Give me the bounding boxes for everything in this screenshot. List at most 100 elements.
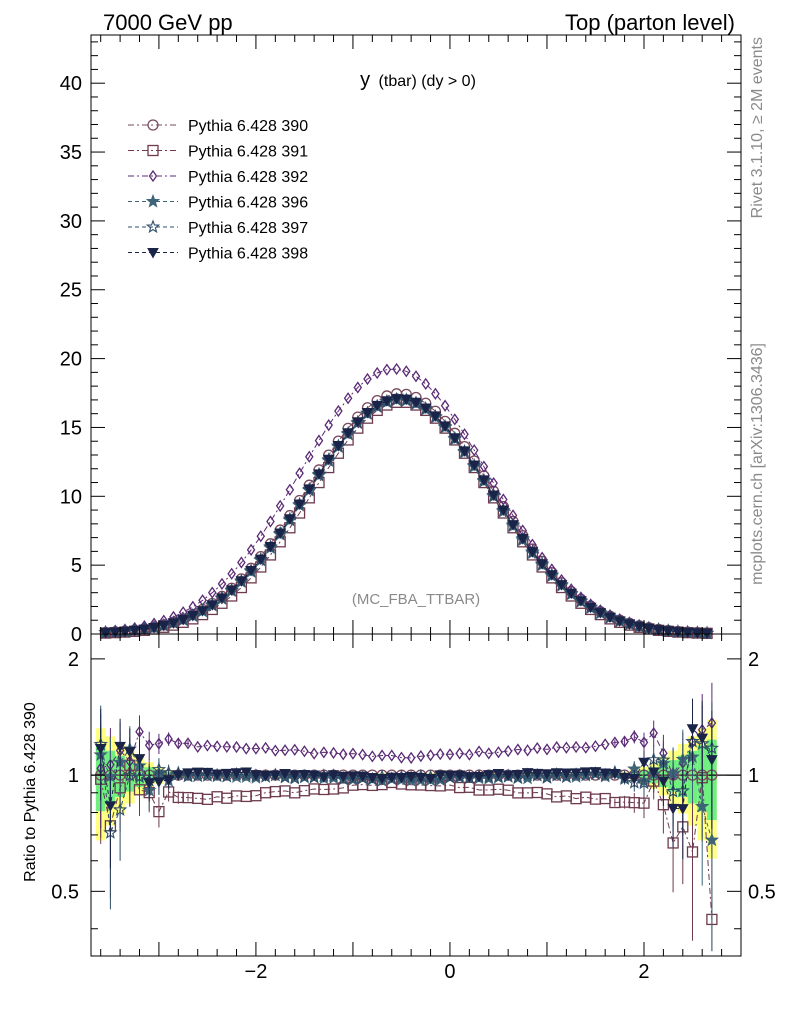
- data-point: [662, 626, 675, 637]
- x-tick-label: 0: [444, 961, 455, 983]
- ratio-point: [686, 724, 699, 735]
- side-label-bottom: mcplots.cern.ch [arXiv:1306.3436]: [749, 343, 766, 585]
- ratio-point: [144, 739, 154, 752]
- ratio-point: [358, 748, 367, 761]
- ratio-point: [581, 741, 591, 754]
- y-tick-label: 20: [60, 349, 82, 371]
- ratio-point: [628, 773, 641, 785]
- ratio-point: [405, 771, 417, 783]
- ratio-point: [269, 770, 282, 782]
- ratio-point: [484, 747, 494, 760]
- data-point: [429, 411, 442, 422]
- ratio-point: [550, 768, 563, 779]
- ratio-point: [395, 772, 408, 784]
- ratio-point: [251, 742, 261, 755]
- ratio-point: [191, 767, 204, 779]
- ratio-point: [435, 747, 445, 761]
- ratio-point: [387, 749, 397, 762]
- ratio-point: [182, 768, 194, 779]
- data-point: [285, 483, 295, 496]
- data-point: [353, 381, 363, 394]
- ratio-point: [521, 768, 534, 779]
- ratio-point: [280, 744, 290, 757]
- ratio-y-tick-label: 0.5: [51, 881, 79, 903]
- data-point: [594, 608, 607, 619]
- legend-marker: [148, 169, 158, 183]
- ratio-point: [183, 737, 193, 750]
- data-point: [421, 377, 430, 390]
- ratio-point: [599, 768, 612, 779]
- data-point: [275, 499, 285, 513]
- x-tick-label: 2: [638, 961, 649, 983]
- ratio-point: [397, 751, 406, 764]
- ratio-point: [317, 772, 330, 783]
- ratio-point: [647, 767, 660, 779]
- ratio-point: [445, 748, 455, 761]
- ratio-point: [212, 740, 222, 753]
- ratio-point: [579, 767, 592, 778]
- data-point: [507, 520, 519, 531]
- ratio-point: [704, 832, 720, 847]
- ratio-point: [241, 742, 251, 755]
- y-tick-label: 10: [60, 486, 82, 508]
- legend-entry: Pythia 6.428 397: [128, 219, 308, 237]
- ratio-point: [580, 791, 592, 803]
- data-point: [225, 585, 238, 596]
- data-point: [371, 400, 384, 412]
- data-point: [400, 394, 413, 406]
- data-point: [392, 362, 401, 376]
- ratio-point: [610, 736, 620, 749]
- ratio-point: [455, 747, 464, 760]
- y-tick-label: 15: [60, 417, 82, 439]
- ratio-point: [415, 772, 427, 784]
- data-point: [157, 620, 170, 632]
- data-point: [264, 542, 277, 553]
- data-point: [237, 556, 246, 569]
- data-point: [390, 394, 403, 405]
- ratio-point: [465, 748, 474, 761]
- ratio-point: [562, 741, 571, 754]
- data-point: [284, 514, 296, 525]
- data-point: [497, 505, 510, 516]
- ratio-point: [706, 755, 718, 766]
- data-point: [138, 624, 151, 636]
- data-point: [235, 576, 248, 587]
- data-point: [303, 484, 316, 495]
- data-point: [440, 399, 450, 412]
- data-point: [448, 433, 461, 444]
- data-point: [691, 628, 704, 639]
- plot-title: y (tbar) (dy > 0): [360, 69, 476, 91]
- ratio-point: [532, 742, 542, 755]
- ratio-y-tick-label-right: 0.5: [748, 881, 776, 903]
- ratio-y-tick-label: 2: [68, 649, 79, 671]
- data-point: [613, 616, 626, 627]
- ratio-point: [638, 757, 650, 769]
- data-point: [672, 627, 684, 638]
- legend-marker: [145, 193, 161, 208]
- ratio-point: [600, 738, 610, 751]
- legend-entry: Pythia 6.428 391: [128, 144, 308, 161]
- ratio-point: [211, 769, 223, 781]
- ratio-point: [368, 750, 377, 763]
- ratio-point: [347, 771, 359, 782]
- ratio-point: [531, 768, 544, 780]
- ratio-point: [279, 768, 291, 780]
- data-point: [681, 627, 694, 639]
- ratio-point: [667, 803, 679, 815]
- x-tick-label: −2: [245, 961, 268, 983]
- data-point: [460, 428, 469, 441]
- ratio-y-tick-label-right: 2: [748, 649, 759, 671]
- y-tick-label: 35: [60, 142, 82, 164]
- data-point: [526, 547, 539, 558]
- ratio-point: [230, 768, 243, 779]
- ratio-point: [657, 776, 670, 788]
- ratio-line: [100, 722, 713, 777]
- ratio-point: [376, 773, 388, 785]
- ratio-point: [154, 737, 164, 750]
- ratio-point: [261, 741, 270, 755]
- ratio-point: [153, 777, 165, 788]
- ratio-point: [686, 846, 699, 858]
- ratio-point: [133, 754, 146, 765]
- ratio-frame: [90, 633, 742, 957]
- data-point: [246, 543, 256, 557]
